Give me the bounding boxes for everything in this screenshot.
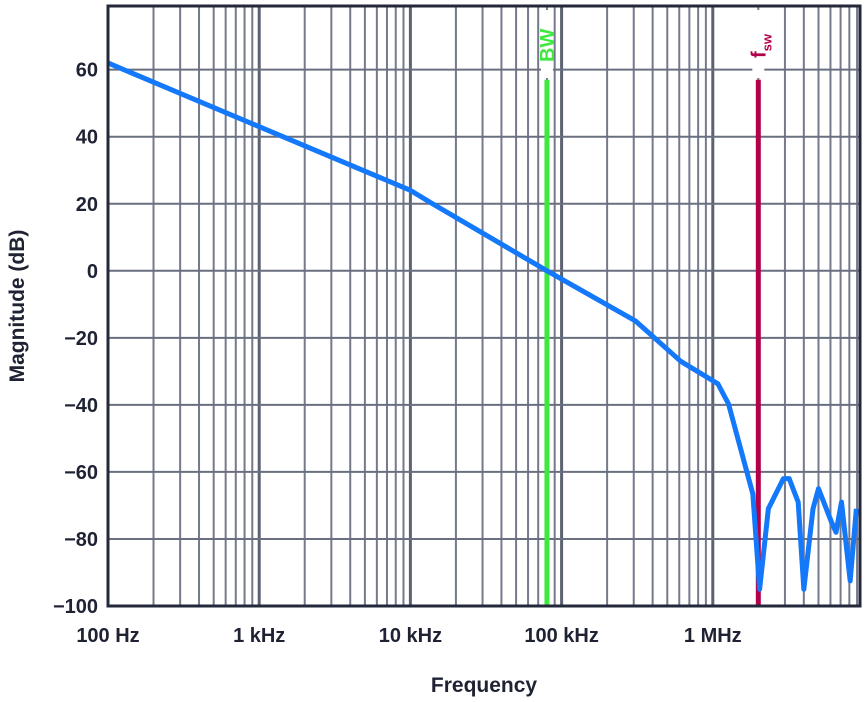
y-axis-label: Magnitude (dB) <box>6 230 29 383</box>
x-tick-label: 1 kHz <box>233 625 285 647</box>
x-tick-label: 100 kHz <box>524 625 599 647</box>
x-axis-label: Frequency <box>431 674 538 697</box>
y-tick-label: 0 <box>87 261 98 283</box>
y-tick-label: −20 <box>64 328 98 350</box>
x-tick-label: 10 kHz <box>379 625 442 647</box>
x-tick-label: 1 MHz <box>684 625 742 647</box>
y-tick-label: 20 <box>76 194 98 216</box>
marks: BW fsw <box>106 4 862 608</box>
switching-frequency-label: fsw <box>748 33 774 58</box>
y-tick-label: −60 <box>64 462 98 484</box>
marker-label-bg <box>540 10 553 78</box>
y-tick-label: −40 <box>64 395 98 417</box>
y-tick-label: −80 <box>64 529 98 551</box>
bandwidth-label: BW <box>537 29 559 62</box>
magnitude-curve <box>107 60 859 592</box>
marker-label-bg <box>752 10 765 78</box>
x-tick-label: 100 Hz <box>76 625 139 647</box>
y-tick-label: 60 <box>76 60 98 82</box>
y-tick-label: −100 <box>53 596 98 618</box>
grid <box>108 6 860 606</box>
plot-frame <box>106 4 862 608</box>
y-tick-label: 40 <box>76 127 98 149</box>
fsw-subscript: sw <box>759 33 774 51</box>
tick-labels: 60 40 20 0 −20 −40 −60 −80 −100 100 Hz 1 kHz 10 kHz… <box>53 60 742 647</box>
